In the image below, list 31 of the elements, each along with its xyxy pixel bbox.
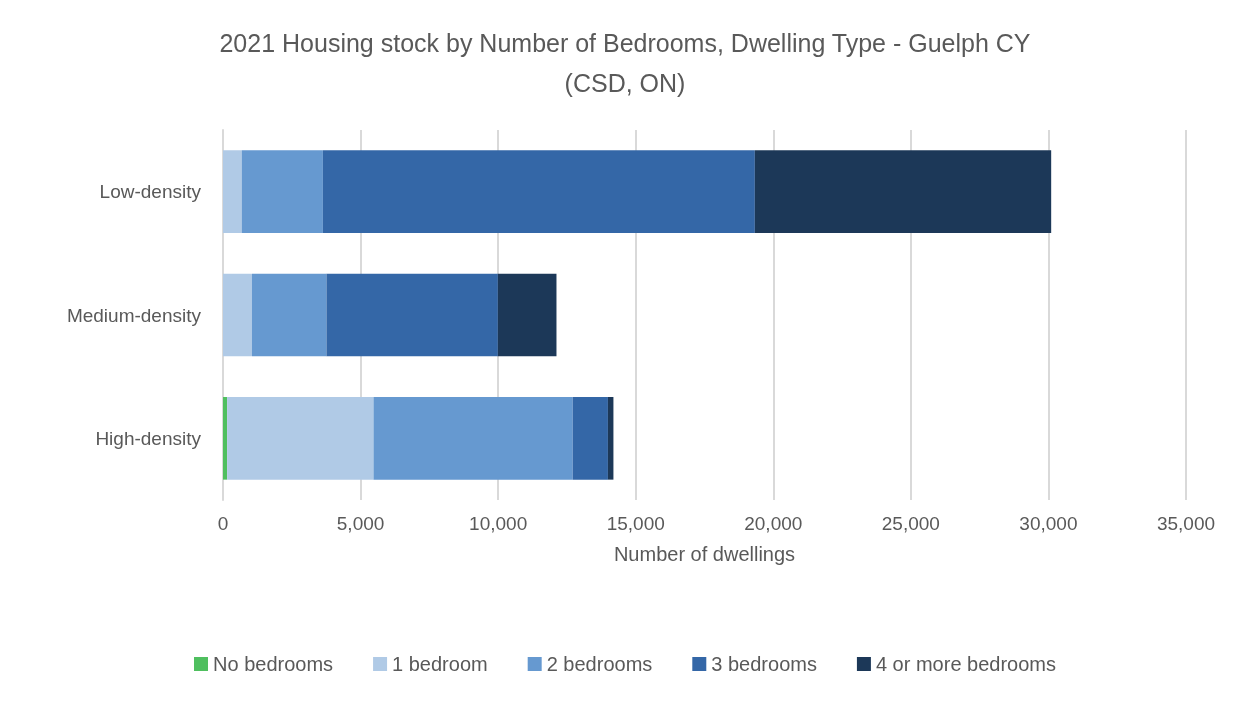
x-tick-label: 15,000 bbox=[606, 513, 665, 534]
y-tick-label: Low-density bbox=[99, 181, 202, 203]
x-tick-label: 30,000 bbox=[1019, 513, 1078, 534]
bar bbox=[251, 273, 327, 357]
bar bbox=[373, 397, 573, 480]
x-tick-label: 0 bbox=[217, 513, 229, 534]
legend-label: 3 bedrooms bbox=[711, 653, 817, 675]
bar bbox=[223, 273, 252, 357]
bar bbox=[322, 150, 755, 233]
bar bbox=[223, 150, 242, 233]
bar bbox=[572, 397, 608, 480]
x-tick-label: 35,000 bbox=[1156, 513, 1216, 534]
x-tick-label: 20,000 bbox=[744, 513, 803, 534]
legend-label: 2 bedrooms bbox=[546, 653, 653, 675]
x-tick-label: 10,000 bbox=[469, 513, 528, 534]
bar bbox=[754, 150, 1052, 233]
bar bbox=[227, 397, 374, 480]
y-tick-label: Medium-density bbox=[66, 304, 202, 326]
y-tick-label: High-density bbox=[95, 427, 202, 449]
chart-title: 2021 Housing stock by Number of Bedrooms, Dwelling Type - Guelph CY (CSD, ON) bbox=[219, 29, 1031, 97]
x-tick-label: 25,000 bbox=[881, 513, 940, 534]
legend-label: 4 or more bedrooms bbox=[875, 653, 1056, 675]
bar bbox=[326, 273, 498, 357]
legend-label: 1 bedroom bbox=[392, 653, 488, 675]
x-axis-title: Number of dwellings bbox=[613, 543, 796, 565]
x-tick-label: 5,000 bbox=[336, 513, 385, 534]
bar bbox=[607, 397, 614, 480]
legend-label: No bedrooms bbox=[213, 653, 334, 675]
bar bbox=[223, 397, 228, 480]
bar bbox=[241, 150, 323, 233]
bar bbox=[497, 273, 557, 357]
